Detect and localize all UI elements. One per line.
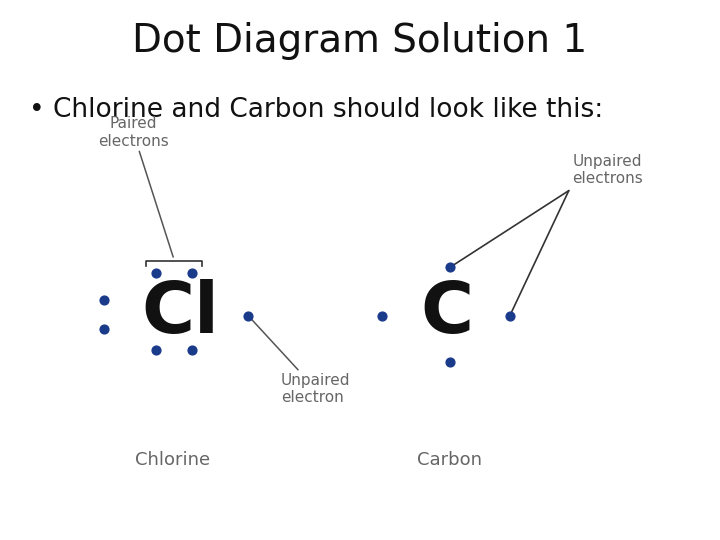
Text: Dot Diagram Solution 1: Dot Diagram Solution 1	[132, 22, 588, 59]
Point	[150, 346, 162, 354]
Text: Unpaired
electron: Unpaired electron	[251, 318, 351, 405]
Point	[150, 268, 162, 277]
Point	[186, 346, 198, 354]
Point	[376, 312, 387, 320]
Text: Paired
electrons: Paired electrons	[98, 116, 174, 257]
Point	[243, 312, 254, 320]
Point	[186, 268, 198, 277]
Point	[444, 357, 456, 366]
Point	[99, 295, 110, 304]
Point	[99, 325, 110, 334]
Text: Carbon: Carbon	[418, 451, 482, 469]
Text: Chlorine: Chlorine	[135, 451, 210, 469]
Point	[444, 263, 456, 272]
Text: • Chlorine and Carbon should look like this:: • Chlorine and Carbon should look like t…	[29, 97, 603, 123]
Text: Unpaired
electrons: Unpaired electrons	[572, 154, 643, 186]
Text: C: C	[420, 279, 473, 348]
Text: Cl: Cl	[141, 279, 219, 348]
Point	[504, 312, 516, 320]
